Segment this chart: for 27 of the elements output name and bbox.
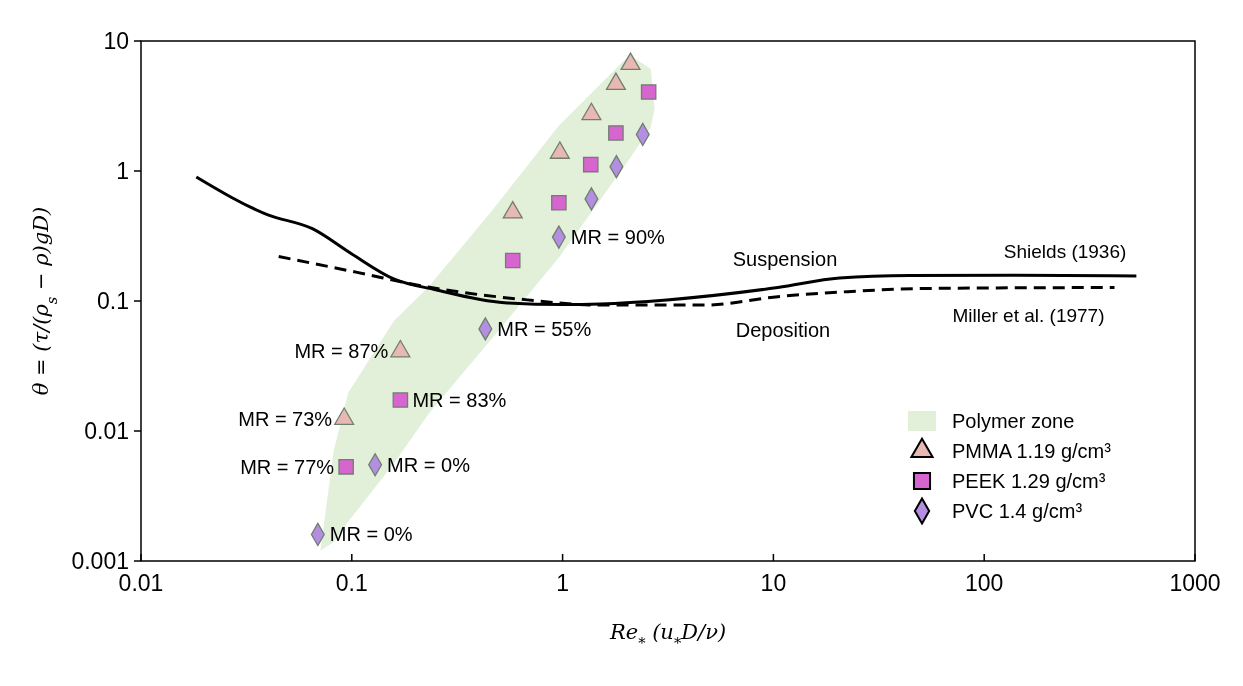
x-axis-title: Re$_{*}$ (u$_{*}$D/ν) (608, 620, 727, 651)
legend-label: PEEK 1.29 g/cm³ (952, 470, 1106, 492)
annotation: MR = 77% (240, 455, 335, 478)
annotation: MR = 90% (570, 226, 666, 249)
y-tick-label: 0.1 (97, 288, 129, 314)
annotation: MR = 0% (387, 453, 471, 476)
series-label: Shields (1936) (1003, 240, 1127, 262)
x-tick-label: 1 (556, 570, 569, 596)
annotation: MR = 55% (497, 317, 592, 340)
x-tick-label: 100 (965, 570, 1004, 596)
y-tick-label: 10 (103, 28, 129, 54)
annotation: MR = 0% (329, 523, 413, 546)
legend-label: PVC 1.4 g/cm³ (952, 500, 1083, 522)
series-label: Miller et al. (1977) (952, 304, 1105, 326)
legend-label: Polymer zone (952, 410, 1075, 432)
annotation: Deposition (735, 319, 831, 341)
x-tick-label: 1000 (1169, 570, 1221, 596)
y-tick-label: 0.001 (71, 548, 129, 574)
y-tick-label: 1 (116, 158, 129, 184)
annotation: MR = 83% (412, 389, 507, 412)
annotation: MR = 73% (238, 407, 333, 430)
annotation: MR = 87% (294, 340, 389, 363)
x-tick-label: 0.1 (335, 570, 368, 596)
y-tick-label: 0.01 (84, 418, 129, 444)
x-tick-label: 10 (760, 570, 787, 596)
annotation: Suspension (732, 248, 838, 270)
legend-label: PMMA 1.19 g/cm³ (952, 440, 1112, 462)
